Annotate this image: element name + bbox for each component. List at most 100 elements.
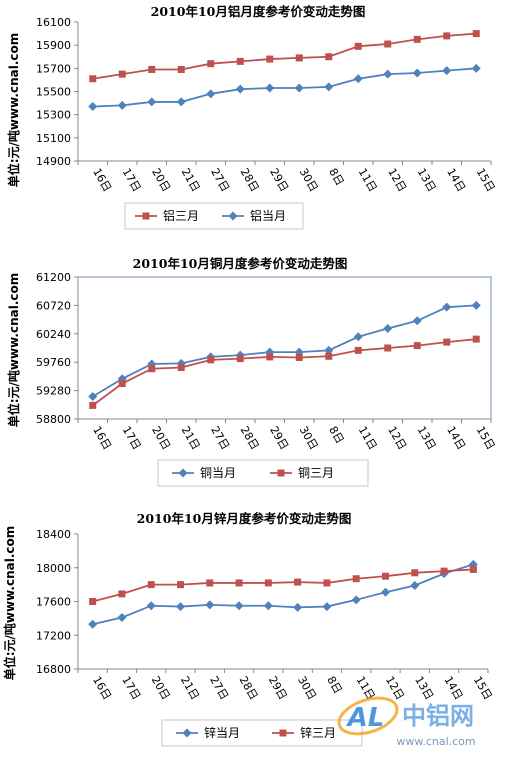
data-point <box>235 579 243 587</box>
y-axis-label: 单位:元/吨www.cnal.com <box>6 33 21 188</box>
data-point <box>206 89 216 99</box>
legend-label: 铝当月 <box>250 208 286 223</box>
y-axis-label: 单位:元/吨www.cnal.com <box>2 526 17 681</box>
y-tick-label: 16800 <box>36 663 71 676</box>
data-point <box>412 316 422 326</box>
data-point <box>88 102 98 112</box>
legend-marker <box>182 728 192 738</box>
x-tick-label: 16日 <box>90 166 114 194</box>
x-tick-label: 21日 <box>178 674 202 702</box>
legend-marker <box>277 469 285 477</box>
data-point <box>265 83 275 93</box>
data-point <box>177 65 185 73</box>
legend-label: 铜三月 <box>298 465 334 480</box>
data-point <box>324 345 334 355</box>
x-tick-label: 29日 <box>267 424 291 452</box>
x-tick-label: 30日 <box>297 424 321 452</box>
data-point <box>88 392 98 402</box>
y-tick-label: 17600 <box>36 596 71 609</box>
data-point <box>294 578 302 586</box>
x-tick-label: 20日 <box>149 166 173 194</box>
data-point <box>176 97 186 107</box>
data-point <box>443 338 451 346</box>
y-tick-label: 58800 <box>36 413 71 426</box>
data-point <box>443 32 451 40</box>
data-point <box>177 581 184 589</box>
data-point <box>207 356 215 364</box>
x-tick-label: 17日 <box>120 166 144 194</box>
x-tick-label: 17日 <box>120 424 144 452</box>
data-point <box>148 365 156 373</box>
y-axis-label: 单位:元/吨www.cnal.com <box>6 273 21 428</box>
logo-text: AL <box>346 703 385 733</box>
x-tick-label: 12日 <box>385 166 409 194</box>
y-tick-label: 59280 <box>36 385 71 398</box>
data-point <box>382 572 389 580</box>
legend: 铝三月 铝当月 <box>124 202 304 230</box>
data-point <box>471 63 481 73</box>
y-tick-label: 60240 <box>36 328 71 341</box>
x-tick-label: 12日 <box>385 424 409 452</box>
data-point <box>384 344 392 352</box>
x-tick-label: 21日 <box>179 166 203 194</box>
x-tick-label: 11日 <box>356 166 380 194</box>
data-point <box>148 65 156 73</box>
data-point <box>413 342 421 350</box>
data-point <box>469 565 477 573</box>
series-line <box>92 67 477 108</box>
legend-marker <box>279 729 287 737</box>
data-point <box>205 600 215 610</box>
data-point <box>383 323 393 333</box>
data-point <box>351 595 361 605</box>
data-point <box>293 602 303 612</box>
x-tick-label: 20日 <box>149 674 173 702</box>
data-point <box>323 579 331 587</box>
data-point <box>384 40 392 48</box>
x-tick-label: 15日 <box>471 674 495 702</box>
x-tick-label: 16日 <box>90 674 114 702</box>
data-point <box>266 353 274 361</box>
y-tick-label: 15900 <box>36 39 71 52</box>
data-point <box>322 602 332 612</box>
x-tick-label: 30日 <box>297 166 321 194</box>
y-tick-label: 17200 <box>36 629 71 642</box>
legend: 铜当月 铜三月 <box>157 459 369 487</box>
legend-label: 锌当月 <box>204 726 240 740</box>
data-point <box>118 590 126 598</box>
data-point <box>381 587 390 597</box>
y-tick-label: 15300 <box>36 109 71 122</box>
cnal-logo-icon: AL <box>337 696 399 736</box>
chart-title: 2010年10月铝月度参考价变动走势图 <box>151 4 366 19</box>
data-point <box>295 353 303 361</box>
y-tick-label: 14900 <box>36 155 71 168</box>
data-point <box>206 579 214 587</box>
legend-label: 铝三月 <box>163 208 199 223</box>
data-point <box>383 69 393 79</box>
data-point <box>472 335 480 343</box>
y-tick-label: 18400 <box>36 528 71 541</box>
x-tick-label: 27日 <box>207 674 231 702</box>
data-point <box>118 70 126 78</box>
x-tick-label: 8日 <box>326 166 346 188</box>
data-point <box>89 75 97 83</box>
y-tick-label: 61200 <box>36 271 71 284</box>
x-tick-label: 29日 <box>266 674 290 702</box>
data-point <box>411 569 419 577</box>
x-tick-label: 15日 <box>474 166 498 194</box>
data-point <box>235 84 245 94</box>
chart-copper: 2010年10月铜月度参考价变动走势图 单位:元/吨www.cnal.com 5… <box>6 256 497 487</box>
data-point <box>352 575 360 583</box>
chart-title: 2010年10月铜月度参考价变动走势图 <box>133 256 348 271</box>
data-point <box>207 60 215 68</box>
data-point <box>117 613 127 623</box>
x-tick-label: 29日 <box>267 166 291 194</box>
y-tick-label: 15500 <box>36 86 71 99</box>
series-line <box>92 338 477 407</box>
legend-marker <box>178 468 188 478</box>
data-point <box>234 601 244 611</box>
data-point <box>472 30 480 38</box>
data-point <box>118 380 126 387</box>
data-point <box>410 580 420 590</box>
data-point <box>146 601 156 611</box>
